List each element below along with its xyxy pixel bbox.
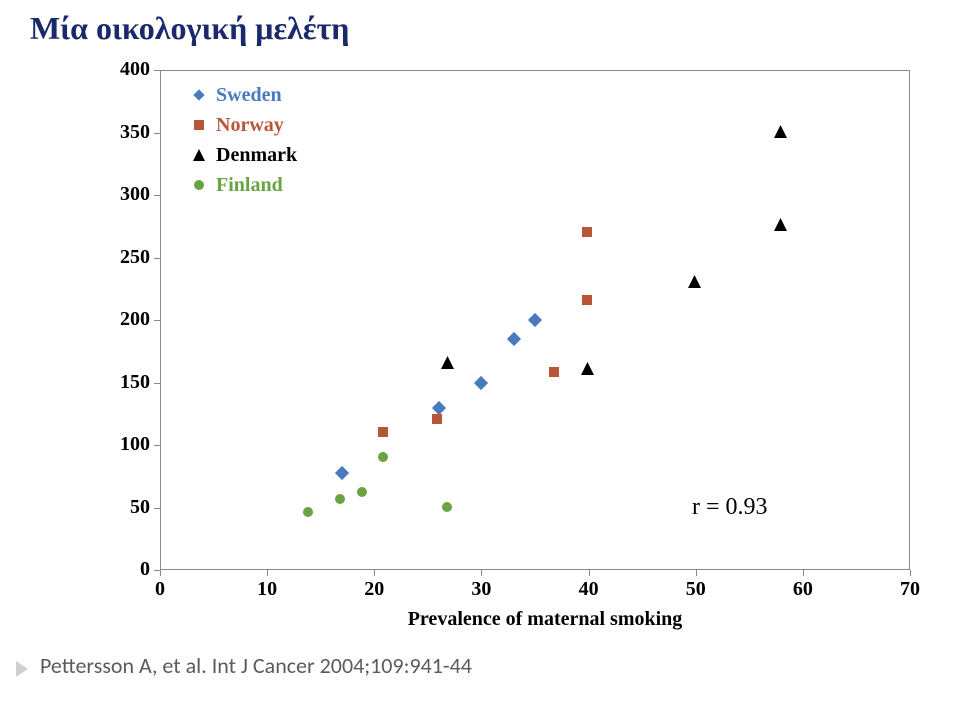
legend-item: Denmark [190, 140, 297, 170]
y-tick-label: 200 [100, 308, 150, 331]
plot-border-right [909, 70, 910, 570]
y-tick-label: 350 [100, 121, 150, 144]
data-point [773, 217, 788, 237]
data-point [581, 293, 593, 311]
data-point [687, 274, 702, 294]
legend-label: Norway [216, 114, 284, 137]
x-tick [696, 570, 697, 576]
legend: Sweden Norway Denmark Finland [190, 80, 297, 200]
y-tick-label: 150 [100, 371, 150, 394]
legend-marker-icon [190, 148, 208, 162]
data-point [356, 485, 368, 503]
data-point [773, 124, 788, 144]
data-point [377, 450, 389, 468]
data-point [440, 355, 455, 375]
correlation-annotation: r = 0.93 [692, 494, 768, 521]
plot-border-bottom [160, 569, 910, 570]
data-point [548, 365, 560, 383]
legend-marker-icon [190, 178, 208, 192]
x-tick-label: 20 [359, 578, 389, 601]
x-tick-label: 10 [252, 578, 282, 601]
y-tick [154, 320, 160, 321]
x-tick [803, 570, 804, 576]
y-tick [154, 258, 160, 259]
citation-footnote: Pettersson A, et al. Int J Cancer 2004;1… [40, 652, 472, 679]
legend-label: Finland [216, 174, 283, 197]
data-point [334, 465, 350, 486]
y-tick [154, 195, 160, 196]
data-point [580, 361, 595, 381]
x-tick-label: 30 [466, 578, 496, 601]
x-axis-label: Prevalence of maternal smoking [385, 608, 705, 631]
data-point [377, 425, 389, 443]
y-tick [154, 508, 160, 509]
y-tick [154, 445, 160, 446]
legend-marker-icon [190, 88, 208, 102]
legend-item: Norway [190, 110, 297, 140]
bullet-icon [16, 661, 28, 677]
legend-label: Denmark [216, 144, 297, 167]
y-tick-label: 300 [100, 183, 150, 206]
legend-marker-icon [190, 118, 208, 132]
data-point [431, 412, 443, 430]
x-tick [481, 570, 482, 576]
y-tick [154, 133, 160, 134]
data-point [527, 312, 543, 333]
plot-border-top [160, 70, 910, 71]
x-tick [374, 570, 375, 576]
y-tick-label: 0 [100, 558, 150, 581]
data-point [506, 331, 522, 352]
data-point [441, 500, 453, 518]
x-tick-label: 60 [788, 578, 818, 601]
x-tick [910, 570, 911, 576]
legend-item: Sweden [190, 80, 297, 110]
y-tick-label: 250 [100, 246, 150, 269]
y-tick-label: 400 [100, 58, 150, 81]
x-tick-label: 70 [895, 578, 925, 601]
plot-border-left [160, 70, 161, 570]
x-tick [589, 570, 590, 576]
y-tick [154, 70, 160, 71]
data-point [581, 225, 593, 243]
data-point [302, 505, 314, 523]
data-point [473, 375, 489, 396]
y-tick-label: 50 [100, 496, 150, 519]
x-tick-label: 50 [681, 578, 711, 601]
legend-label: Sweden [216, 84, 282, 107]
x-tick-label: 0 [145, 578, 175, 601]
data-point [334, 492, 346, 510]
page-title: Μία οικολογική μελέτη [30, 10, 349, 47]
legend-item: Finland [190, 170, 297, 200]
y-tick-label: 100 [100, 433, 150, 456]
y-tick [154, 383, 160, 384]
x-tick [267, 570, 268, 576]
x-tick-label: 40 [574, 578, 604, 601]
x-tick [160, 570, 161, 576]
